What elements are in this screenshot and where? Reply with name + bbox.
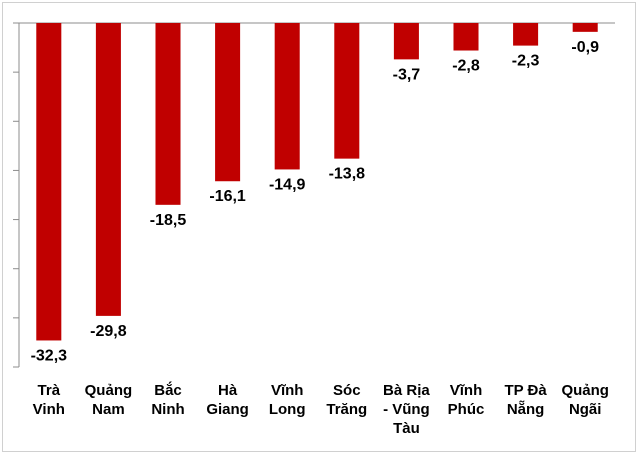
bar — [513, 23, 539, 46]
category-label: Hà Giang — [206, 382, 249, 418]
category-label: Sóc Trăng — [326, 382, 367, 418]
category-label: Quảng Nam — [85, 382, 133, 418]
bar — [334, 23, 360, 159]
bar-chart: -32,3 -29,8 -18,5 -16,1 -14,9 -13,8 -3,7 -2,8 -2… — [13, 22, 615, 437]
data-label: -3,7 — [393, 66, 421, 83]
bar — [274, 23, 300, 170]
category-label: TP Đà Nẵng — [504, 382, 547, 418]
bar — [393, 23, 419, 60]
data-label: -16,1 — [209, 188, 246, 205]
category-labels-layer: Trà Vinh Quảng Nam Bắc Ninh Hà Giang Vĩnh Long Sóc… — [33, 381, 609, 437]
data-label: -0,9 — [571, 39, 599, 56]
bar — [95, 23, 121, 316]
bar — [155, 23, 181, 205]
bar — [36, 23, 62, 341]
bars-layer — [36, 23, 598, 341]
category-label: Quảng Ngãi — [561, 382, 609, 418]
bar — [215, 23, 241, 182]
value-labels-layer: -32,3 -29,8 -18,5 -16,1 -14,9 -13,8 -3,7 -2,8 -2… — [31, 39, 600, 365]
data-label: -2,3 — [512, 53, 540, 70]
data-label: -32,3 — [31, 347, 68, 364]
data-label: -13,8 — [329, 166, 366, 183]
category-label: Vĩnh Long — [269, 382, 306, 418]
data-label: -29,8 — [90, 323, 127, 340]
category-label: Vĩnh Phúc — [448, 382, 485, 418]
data-label: -2,8 — [452, 58, 480, 75]
category-label: Bắc Ninh — [151, 381, 184, 418]
data-label: -18,5 — [150, 212, 187, 229]
bar — [572, 23, 598, 32]
chart-frame: -32,3 -29,8 -18,5 -16,1 -14,9 -13,8 -3,7 -2,8 -2… — [2, 2, 636, 452]
data-label: -14,9 — [269, 176, 306, 193]
category-label: Trà Vinh — [33, 382, 65, 418]
bar — [453, 23, 479, 51]
category-label: Bà Rịa - Vũng Tàu — [383, 382, 430, 437]
